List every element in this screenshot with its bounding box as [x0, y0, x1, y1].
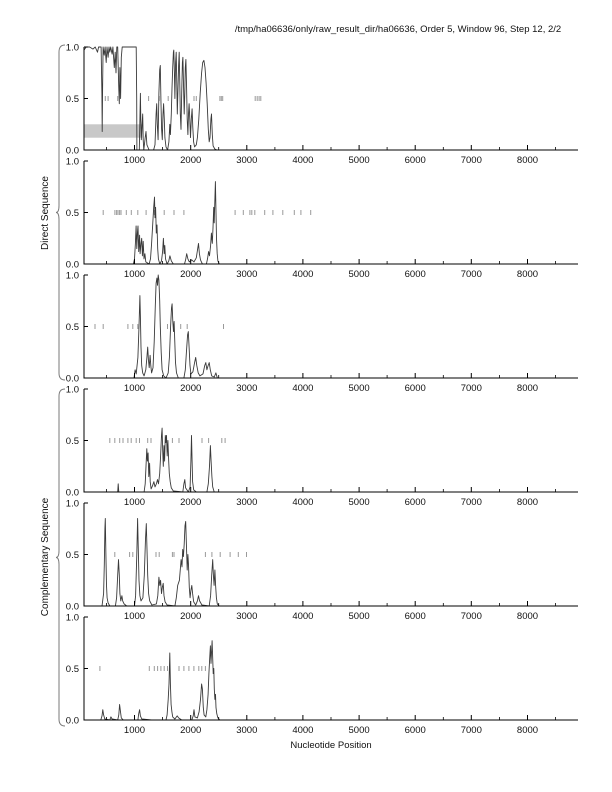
x-tick-label: 2000 — [180, 611, 201, 622]
axis-frame — [83, 275, 578, 379]
y-tick-label: 0.5 — [66, 94, 79, 105]
x-tick-label: 2000 — [180, 383, 201, 394]
x-tick-label: 5000 — [349, 269, 370, 280]
x-tick-label: 5000 — [349, 611, 370, 622]
complementary-group-brace — [55, 388, 66, 727]
panel-complementary-3: 1.0 0.5 0.0 1000 2000 3000 4000 5000 6000 7000 800… — [66, 613, 578, 736]
x-tick-label: 7000 — [461, 155, 482, 166]
y-tick-label: 0.0 — [66, 602, 79, 613]
x-tick-label: 3000 — [236, 725, 257, 736]
y-tick-label: 1.0 — [66, 499, 79, 510]
y-tick-label: 0.0 — [66, 146, 79, 157]
panel-complementary-1-curve — [84, 427, 578, 493]
x-tick-label: 1000 — [124, 725, 145, 736]
y-tick-label: 1.0 — [66, 157, 79, 168]
panel-direct-3: 1.0 0.5 0.0 1000 2000 3000 4000 5000 6000 7000 800… — [66, 271, 578, 394]
x-tick-label: 2000 — [180, 269, 201, 280]
y-tick-label: 0.5 — [66, 322, 79, 333]
plot-title: /tmp/ha06636/only/raw_result_dir/ha06636… — [234, 24, 562, 35]
panel-direct-1: 1.0 0.5 0.0 1000 2000 3000 4000 5000 6000 7000 800… — [66, 43, 578, 166]
y-tick-label: 1.0 — [66, 43, 79, 54]
x-tick-label: 6000 — [405, 725, 426, 736]
y-tick-label: 0.5 — [66, 664, 79, 675]
x-tick-label: 8000 — [517, 383, 538, 394]
y-tick-label: 0.0 — [66, 260, 79, 271]
x-tick-label: 4000 — [292, 269, 313, 280]
x-tick-label: 5000 — [349, 383, 370, 394]
x-tick-label: 1000 — [124, 269, 145, 280]
x-tick-label: 2000 — [180, 497, 201, 508]
axis-frame — [83, 389, 578, 493]
panel-complementary-2: 1.0 0.5 0.0 1000 2000 3000 4000 5000 6000 7000 800… — [66, 499, 578, 622]
x-tick-label: 2000 — [180, 725, 201, 736]
y-tick-label: 0.5 — [66, 550, 79, 561]
x-tick-label: 4000 — [292, 155, 313, 166]
x-tick-label: 3000 — [236, 611, 257, 622]
x-tick-label: 6000 — [405, 155, 426, 166]
x-tick-label: 8000 — [517, 155, 538, 166]
x-tick-label: 6000 — [405, 611, 426, 622]
x-tick-label: 2000 — [180, 155, 201, 166]
x-tick-label: 1000 — [124, 611, 145, 622]
x-tick-label: 7000 — [461, 269, 482, 280]
y-tick-label: 0.0 — [66, 374, 79, 385]
panel-direct-2-curve — [84, 181, 578, 265]
y-tick-label: 0.5 — [66, 436, 79, 447]
y-tick-label: 0.0 — [66, 488, 79, 499]
x-tick-label: 4000 — [292, 611, 313, 622]
x-tick-label: 7000 — [461, 497, 482, 508]
x-tick-label: 3000 — [236, 497, 257, 508]
panel-complementary-3-curve — [84, 640, 578, 721]
x-tick-label: 7000 — [461, 383, 482, 394]
x-tick-label: 6000 — [405, 383, 426, 394]
x-tick-label: 6000 — [405, 497, 426, 508]
x-tick-label: 4000 — [292, 725, 313, 736]
panel-complementary-2-curve — [84, 518, 578, 607]
highlight-band — [84, 124, 143, 138]
x-tick-label: 1000 — [124, 383, 145, 394]
x-tick-label: 1000 — [124, 497, 145, 508]
x-tick-label: 3000 — [236, 383, 257, 394]
x-tick-label: 4000 — [292, 497, 313, 508]
direct-group-brace — [55, 44, 66, 381]
x-tick-label: 5000 — [349, 497, 370, 508]
x-tick-label: 8000 — [517, 725, 538, 736]
x-tick-label: 7000 — [461, 725, 482, 736]
y-tick-label: 0.5 — [66, 208, 79, 219]
panel-direct-1-curve — [83, 46, 578, 151]
y-tick-label: 1.0 — [66, 271, 79, 282]
x-tick-label: 8000 — [517, 611, 538, 622]
x-tick-label: 5000 — [349, 725, 370, 736]
y-tick-label: 1.0 — [66, 385, 79, 396]
x-tick-label: 3000 — [236, 269, 257, 280]
x-tick-label: 8000 — [517, 497, 538, 508]
x-tick-label: 8000 — [517, 269, 538, 280]
y-tick-label: 0.0 — [66, 716, 79, 727]
panel-direct-2: 1.0 0.5 0.0 1000 2000 3000 4000 5000 6000 7000 800… — [66, 157, 578, 280]
x-tick-label: 5000 — [349, 155, 370, 166]
x-tick-label: 7000 — [461, 611, 482, 622]
x-tick-label: 6000 — [405, 269, 426, 280]
panel-direct-3-curve — [84, 274, 578, 379]
x-tick-label: 4000 — [292, 383, 313, 394]
x-axis-title: Nucleotide Position — [290, 740, 372, 751]
x-tick-label: 1000 — [124, 155, 145, 166]
x-tick-label: 3000 — [236, 155, 257, 166]
panel-complementary-1: 1.0 0.5 0.0 1000 2000 3000 4000 5000 6000 7000 800… — [66, 385, 578, 508]
y-tick-label: 1.0 — [66, 613, 79, 624]
